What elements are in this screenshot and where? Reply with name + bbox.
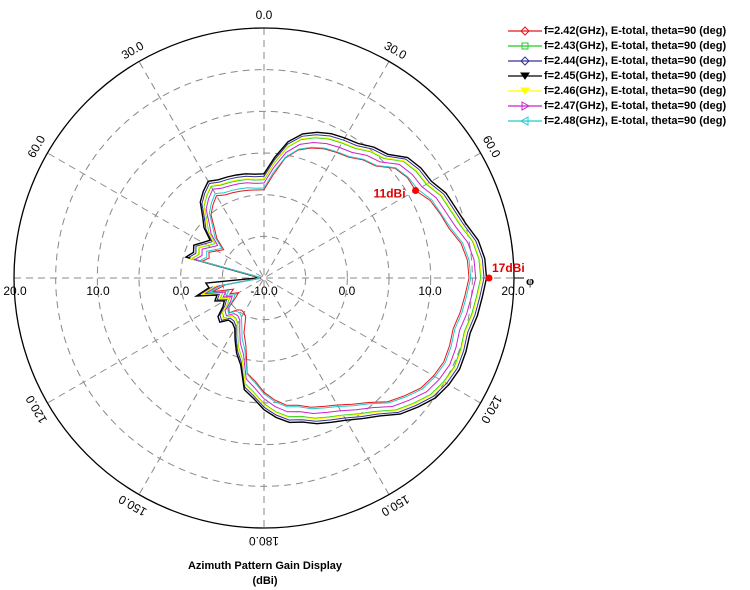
annotation-marker [412, 187, 420, 194]
legend-swatch [508, 55, 542, 66]
phi-axis-label: φ [526, 273, 534, 288]
radial-tick-label: 20.0 [501, 284, 525, 298]
legend-swatch [508, 42, 542, 49]
series-line-2 [187, 134, 485, 422]
angle-tick-label: 120.0 [23, 393, 50, 426]
radial-tick-label: 10.0 [86, 284, 110, 298]
angle-tick-label: 0.0 [256, 8, 273, 22]
annotation-label: 17dBi [492, 261, 525, 275]
angle-tick-label: 150.0 [379, 492, 412, 519]
legend-entry: f=2.47(GHz), E-total, theta=90 (deg) [508, 98, 726, 113]
legend-entry: f=2.42(GHz), E-total, theta=90 (deg) [508, 23, 726, 38]
angle-tick-label: 150.0 [116, 492, 149, 519]
grid-ring [96, 110, 432, 446]
radial-tick-label: 20.0 [3, 284, 27, 298]
radial-tick-label: -10.0 [250, 284, 278, 298]
annotation-label: 11dBi [374, 187, 406, 201]
radial-tick-label: 0.0 [339, 284, 356, 298]
angle-tick-label: 120.0 [478, 393, 505, 426]
legend-swatch [508, 72, 542, 80]
legend-marker [520, 87, 530, 95]
angle-tick-label: 180.0 [249, 534, 279, 548]
series-line-1 [190, 137, 482, 419]
angle-tick-label: 60.0 [480, 133, 504, 161]
legend-label: f=2.48(GHz), E-total, theta=90 (deg) [544, 114, 727, 127]
radial-tick-label: 0.0 [173, 284, 190, 298]
legend-marker [520, 25, 530, 36]
legend-swatch [508, 115, 542, 126]
legend-entry: f=2.43(GHz), E-total, theta=90 (deg) [508, 38, 726, 53]
grid-ring [55, 69, 473, 487]
angle-tick-label: 30.0 [119, 38, 147, 62]
legend-label: f=2.47(GHz), E-total, theta=90 (deg) [544, 99, 727, 112]
chart-caption-unit: (dBi) [252, 575, 278, 587]
legend: f=2.42(GHz), E-total, theta=90 (deg) f=2.… [508, 23, 726, 128]
series-line-5 [193, 141, 477, 415]
legend-marker [521, 42, 529, 49]
angle-tick-label: 30.0 [382, 38, 410, 62]
legend-swatch [508, 25, 542, 36]
polar-grid [13, 27, 524, 529]
grid-ring [180, 194, 348, 362]
legend-label: f=2.45(GHz), E-total, theta=90 (deg) [544, 69, 727, 82]
annotation-marker [485, 274, 493, 282]
legend-entry: f=2.44(GHz), E-total, theta=90 (deg) [508, 53, 726, 68]
series-line-3 [184, 131, 488, 425]
legend-marker [519, 115, 529, 126]
series-line-4 [189, 136, 483, 420]
legend-label: f=2.46(GHz), E-total, theta=90 (deg) [544, 84, 727, 97]
legend-label: f=2.44(GHz), E-total, theta=90 (deg) [544, 54, 727, 67]
legend-label: f=2.42(GHz), E-total, theta=90 (deg) [544, 24, 727, 37]
legend-entry: f=2.48(GHz), E-total, theta=90 (deg) [508, 113, 726, 128]
legend-marker [520, 55, 530, 66]
chart-caption: Azimuth Pattern Gain Display [187, 560, 343, 572]
annotations: 11dBi 17dBi [374, 187, 525, 282]
legend-entry: f=2.46(GHz), E-total, theta=90 (deg) [508, 83, 726, 98]
legend-marker [520, 72, 530, 80]
legend-marker [521, 100, 531, 111]
radial-tick-label: 10.0 [418, 284, 442, 298]
legend-swatch [508, 100, 542, 111]
legend-entry: f=2.45(GHz), E-total, theta=90 (deg) [508, 68, 726, 83]
legend-swatch [508, 87, 542, 95]
angle-tick-label: 60.0 [24, 133, 48, 161]
legend-label: f=2.43(GHz), E-total, theta=90 (deg) [544, 39, 727, 52]
